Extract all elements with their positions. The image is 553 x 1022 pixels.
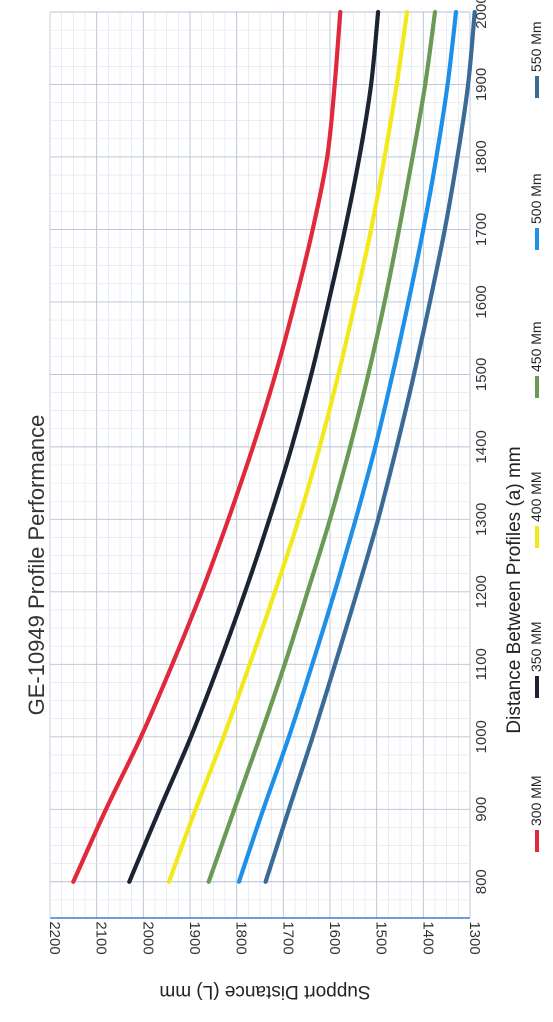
y-tick-label: 1700	[279, 921, 296, 954]
chart-title: GE-10949 Profile Performance	[24, 415, 49, 716]
legend-swatch	[535, 228, 539, 250]
legend-label: 400 MM	[528, 471, 544, 522]
legend-label: 450 Mm	[528, 321, 544, 372]
series-line-6	[263, 9, 477, 884]
x-tick-label: 1300	[473, 503, 490, 536]
y-axis-label: Support Distance (L) mm	[159, 981, 370, 1002]
x-axis-label: Distance Between Profiles (a) mm	[504, 446, 525, 733]
x-tick-label: 1000	[473, 720, 490, 753]
y-tick-label: 1400	[419, 921, 436, 954]
series-line-1	[71, 9, 343, 884]
x-tick-label: 1800	[473, 140, 490, 173]
y-tick-label: 2200	[46, 921, 63, 954]
y-tick-label: 2000	[139, 921, 156, 954]
y-tick-label: 1800	[233, 921, 250, 954]
y-tick-label: 1600	[326, 921, 343, 954]
legend-swatch	[535, 376, 539, 398]
series-line-3	[166, 9, 410, 884]
x-tick-label: 2000	[473, 0, 490, 29]
axes	[49, 12, 470, 919]
x-tick-label: 1600	[473, 285, 490, 318]
legend: 300 MM 350 MM 400 MM 450 Mm 500 Mm 550 Mm	[528, 21, 544, 852]
x-tick-label: 1400	[473, 430, 490, 463]
legend-swatch	[535, 526, 539, 548]
x-tick-label: 1200	[473, 575, 490, 608]
legend-swatch	[535, 76, 539, 98]
x-tick-label: 900	[473, 797, 490, 822]
x-tick-label: 1100	[473, 648, 490, 680]
legend-label: 500 Mm	[528, 173, 544, 224]
y-tick-label: 2100	[93, 921, 110, 954]
y-tick-label: 1500	[373, 921, 390, 954]
tick-labels: 1300 1400 1500 1600 1700 1800 1900 2000 2100 2200…	[46, 0, 490, 955]
legend-swatch	[535, 676, 539, 698]
x-tick-label: 1900	[473, 68, 490, 101]
legend-label: 350 MM	[528, 621, 544, 672]
series-line-2	[127, 9, 381, 884]
legend-swatch	[535, 830, 539, 852]
y-tick-label: 1900	[186, 921, 203, 954]
x-tick-label: 1500	[473, 358, 490, 391]
titles: GE-10949 Profile Performance Distance Be…	[24, 415, 525, 1002]
x-tick-label: 1700	[473, 213, 490, 246]
series-line-4	[206, 9, 438, 884]
legend-label: 300 MM	[528, 775, 544, 826]
y-tick-label: 1300	[466, 921, 483, 954]
x-tick-label: 800	[473, 869, 490, 894]
series-lines	[71, 9, 477, 884]
series-line-5	[236, 9, 459, 884]
legend-label: 550 Mm	[528, 21, 544, 72]
grid	[49, 11, 471, 919]
